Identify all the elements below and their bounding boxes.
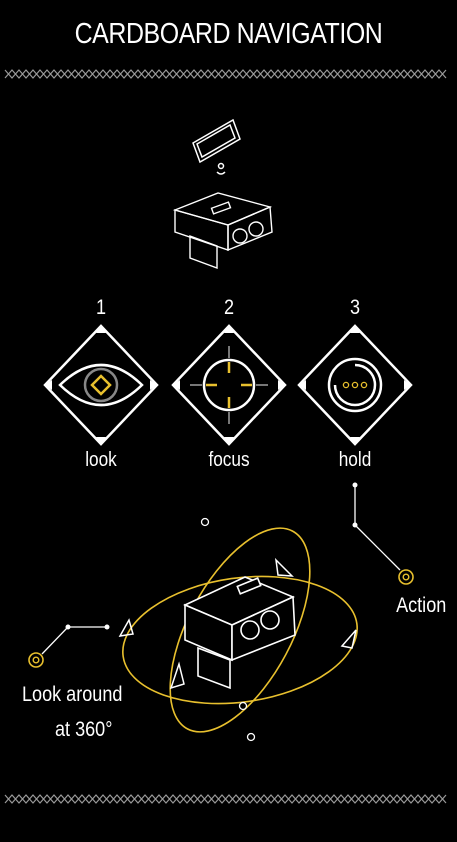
step-number-1: 1 (95, 296, 107, 319)
orbit-markers (200, 517, 256, 742)
cardboard-headset-icon (172, 192, 273, 270)
step-label-hold: hold (338, 449, 372, 471)
loading-ring-icon (327, 357, 383, 413)
zigzag-border-bottom (4, 794, 447, 804)
action-target-icon (398, 569, 414, 585)
step-number-2: 2 (223, 296, 235, 319)
step-focus-diamond (171, 324, 287, 446)
action-label: Action (396, 594, 447, 617)
action-connector (352, 482, 414, 585)
orbit-arrow-icons (118, 557, 357, 690)
look-around-degrees-label: at 360° (55, 718, 113, 741)
step-hold-diamond (297, 324, 413, 446)
step-number-3: 3 (349, 296, 361, 319)
eye-icon (58, 363, 144, 407)
page-title: CARDBOARD NAVIGATION (74, 18, 383, 50)
look-around-connector (28, 624, 110, 668)
zigzag-border-top (4, 69, 447, 79)
crosshair-icon (190, 346, 268, 424)
cardboard-headset-large-icon (183, 576, 296, 690)
look-target-icon (28, 652, 44, 668)
step-label-look: look (85, 449, 117, 471)
look-around-label: Look around (22, 683, 123, 706)
phone-icon (192, 118, 241, 175)
step-label-focus: focus (208, 449, 250, 471)
step-look-diamond (43, 324, 159, 446)
